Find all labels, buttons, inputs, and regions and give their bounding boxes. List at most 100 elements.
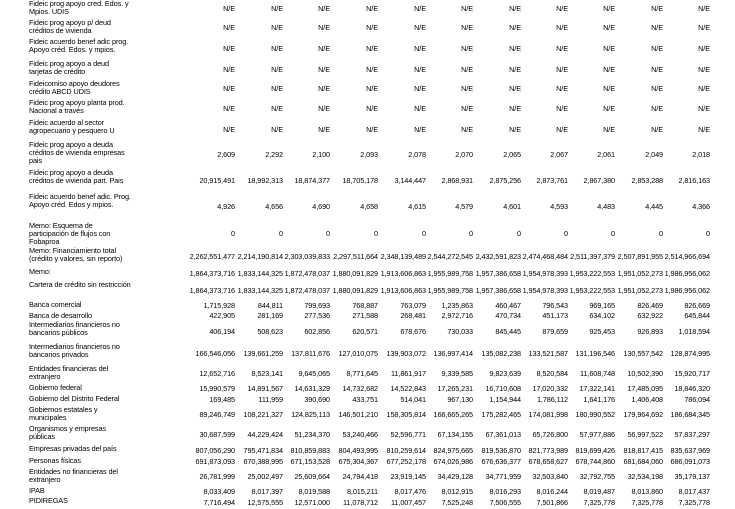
table-row: Empresas privadas del país 807,056,290 795… (0, 445, 735, 457)
table-cell: 1,913,606,863 (380, 285, 426, 295)
table-row: Organismos y empresas públicas 30,687,599… (0, 425, 735, 445)
table-cell: 174,081,998 (528, 410, 569, 420)
table-cell: 1,957,386,658 (475, 269, 521, 279)
table-cell: N/E (271, 64, 283, 74)
table-cell: 67,361,013 (485, 429, 521, 439)
table-cell: 2,875,256 (489, 175, 521, 185)
table-cell: 819,699,426 (575, 445, 616, 455)
table-cell: N/E (318, 4, 330, 14)
table-cell: 879,659 (542, 326, 568, 336)
table-cell: 845,445 (495, 326, 521, 336)
table-cell: 0 (279, 229, 283, 239)
table-cell: N/E (223, 84, 235, 94)
table-cell: 2,292 (265, 149, 283, 159)
table-cell: N/E (651, 103, 663, 113)
row-label: Gobiernos estatales y municipales (29, 406, 98, 423)
table-cell: 180,990,552 (575, 410, 616, 420)
table-cell: 0 (706, 229, 710, 239)
table-cell: N/E (223, 124, 235, 134)
table-cell: 11,608,748 (580, 369, 615, 379)
table-row: Fideic prog apoyo a deud tarjetas de cré… (0, 60, 735, 80)
table-cell: 0 (422, 229, 426, 239)
table-cell: 2,061 (597, 149, 615, 159)
row-label: Banca de desarrollo (29, 312, 93, 320)
table-row: Memo: 1,864,373,716 1,833,144,325 1,872,478… (0, 268, 735, 281)
table-cell: N/E (461, 23, 473, 33)
table-cell: N/E (318, 124, 330, 134)
table-cell: 1,715,928 (203, 301, 235, 311)
table-cell: N/E (461, 4, 473, 14)
table-cell: 2,511,397,379 (570, 252, 615, 262)
table-cell: 124,825,113 (291, 410, 330, 420)
table-cell: 671,153,528 (290, 457, 331, 467)
table-cell: 1,955,989,758 (427, 269, 473, 279)
table-cell: N/E (318, 103, 330, 113)
table-cell: 2,873,761 (536, 175, 568, 185)
row-label: Fideic acuerdo benef adic. Prog. Apoyo c… (29, 193, 131, 210)
table-cell: 9,645,065 (298, 369, 330, 379)
row-label: Empresas privadas del país (29, 445, 117, 453)
table-cell: 2,514,966,694 (664, 252, 710, 262)
table-cell: 925,453 (589, 326, 615, 336)
table-row: Fideic prog apoyo p/ deud créditos de vi… (0, 19, 735, 38)
table-cell: 8,771,645 (346, 369, 378, 379)
table-cell: 508,623 (257, 326, 283, 336)
table-cell: 470,734 (495, 311, 521, 321)
table-cell: 169,485 (209, 395, 235, 405)
table-cell: 24,794,418 (342, 472, 378, 482)
table-row: Cartera de crédito sin restricción 1,864,… (0, 281, 735, 301)
table-cell: N/E (509, 43, 521, 53)
table-cell: 277,536 (304, 311, 330, 321)
table-cell: N/E (366, 124, 378, 134)
table-cell: 674,026,986 (433, 457, 474, 467)
table-cell: 108,221,327 (243, 410, 284, 420)
table-cell: 1,235,863 (441, 301, 473, 311)
table-cell: 0 (564, 229, 568, 239)
table-cell: 799,693 (304, 301, 330, 311)
table-cell: 56,997,522 (627, 429, 663, 439)
row-label: Fideicomiso apoyo deudores crédito ABCD … (29, 80, 120, 97)
table-cell: 25,002,497 (247, 472, 283, 482)
table-cell: 1,872,478,037 (284, 285, 330, 295)
table-cell: 926,893 (637, 326, 663, 336)
table-cell: 2,609 (217, 149, 235, 159)
table-row: Intermediarios financieros no bancarios … (0, 321, 735, 343)
table-cell: N/E (509, 124, 521, 134)
table-cell: 35,179,137 (674, 472, 710, 482)
table-cell: 12,575,555 (247, 497, 283, 507)
table-cell: 1,641,176 (583, 395, 615, 405)
table-cell: N/E (651, 64, 663, 74)
table-cell: 2,067 (550, 149, 568, 159)
table-cell: 632,922 (637, 311, 663, 321)
table-row: Banca de desarrollo 422,905 281,169 277,536… (0, 312, 735, 321)
table-cell: 271,588 (352, 311, 378, 321)
table-cell: 824,975,665 (433, 445, 474, 455)
table-cell: 1,953,222,553 (569, 285, 615, 295)
table-cell: 2,303,039,833 (284, 252, 330, 262)
table-cell: N/E (271, 4, 283, 14)
table-cell: 17,485,095 (627, 384, 663, 394)
table-cell: 7,325,778 (678, 497, 710, 507)
table-cell: 158,305,814 (386, 410, 427, 420)
table-cell: N/E (461, 124, 473, 134)
table-cell: 44,229,424 (247, 429, 283, 439)
table-cell: 678,658,627 (528, 457, 569, 467)
table-cell: 691,873,093 (195, 457, 236, 467)
table-cell: N/E (603, 64, 615, 74)
table-cell: N/E (414, 84, 426, 94)
table-cell: 133,521,587 (528, 348, 569, 358)
table-cell: 1,880,091,829 (332, 285, 378, 295)
table-cell: N/E (366, 4, 378, 14)
table-cell: N/E (318, 64, 330, 74)
table-row: Memo: Esquema de participación de flujos… (0, 222, 735, 247)
table-cell: 2,507,891,955 (617, 252, 663, 262)
table-cell: 2,065 (503, 149, 521, 159)
table-cell: 2,297,511,664 (333, 252, 378, 262)
table-cell: 1,955,989,758 (427, 285, 473, 295)
table-cell: 127,010,075 (338, 348, 379, 358)
table-cell: 8,017,397 (251, 486, 283, 496)
row-label: Entidades financieras del extranjero (29, 365, 109, 382)
table-cell: 422,905 (209, 311, 235, 321)
table-cell: N/E (556, 4, 568, 14)
table-row: Gobierno del Distrito Federal 169,485 111,… (0, 395, 735, 406)
